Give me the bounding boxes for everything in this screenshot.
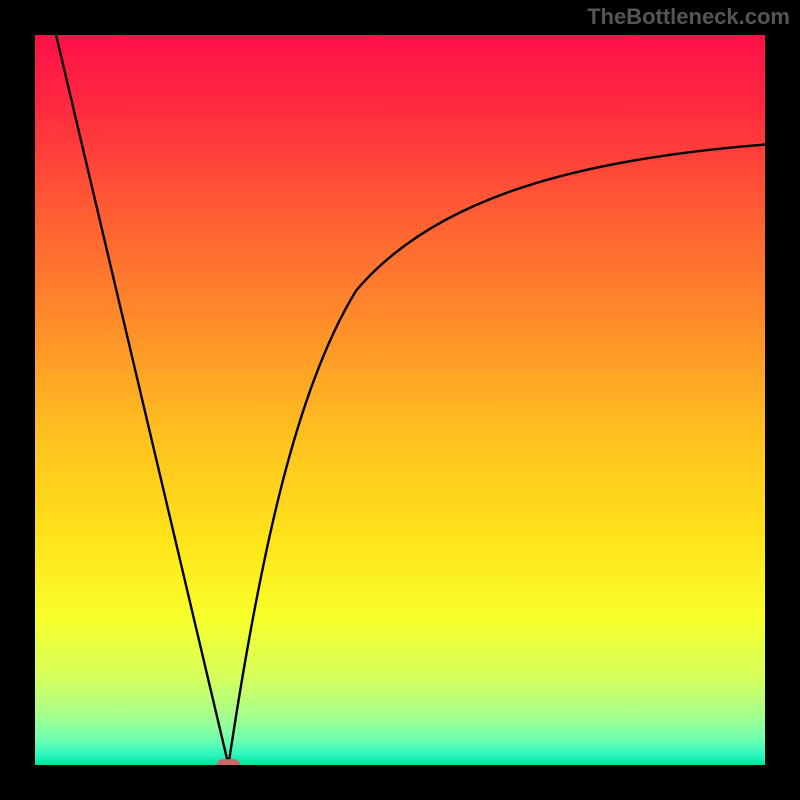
chart-svg (0, 0, 800, 800)
plot-background (35, 35, 765, 765)
watermark-text: TheBottleneck.com (587, 4, 790, 30)
chart-canvas: TheBottleneck.com (0, 0, 800, 800)
optimum-marker (217, 759, 240, 771)
